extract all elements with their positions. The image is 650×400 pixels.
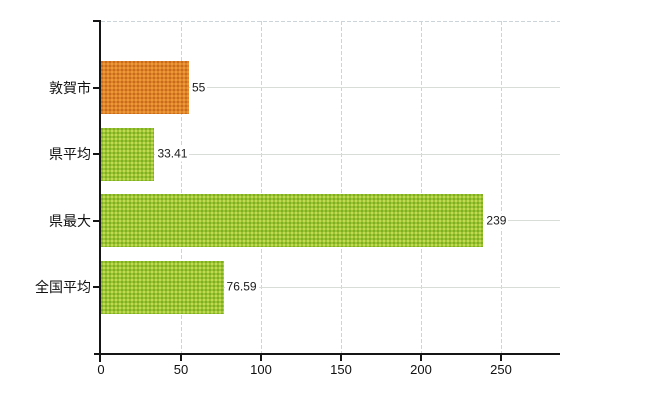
x-tick-label: 200 (410, 362, 432, 377)
x-axis-tick (340, 355, 342, 361)
x-tick-label: 50 (173, 362, 189, 377)
y-axis-tick (93, 219, 100, 222)
y-axis-top-tick (93, 20, 100, 22)
category-label: 県平均 (49, 146, 91, 163)
horizontal-gridline (101, 153, 560, 155)
x-tick-label: 0 (97, 362, 105, 377)
y-axis-tick (93, 86, 100, 89)
category-label: 全国平均 (35, 279, 91, 296)
plot-top-border (101, 21, 560, 22)
x-tick-label: 100 (250, 362, 272, 377)
vertical-gridline (421, 21, 422, 353)
bar-value-label: 239 (484, 213, 509, 229)
bar-green (101, 194, 484, 248)
bar-orange (101, 61, 189, 115)
bar-green (101, 260, 224, 314)
y-axis-tick (93, 153, 100, 156)
vertical-gridline (261, 21, 262, 353)
x-axis-tick (500, 355, 502, 361)
x-tick-label: 250 (490, 362, 512, 377)
category-label: 県最大 (49, 212, 91, 229)
vertical-gridline (501, 21, 502, 353)
bar-green (101, 127, 155, 181)
x-axis-tick (420, 355, 422, 361)
y-axis-line (99, 20, 101, 362)
bar-value-label: 33.41 (155, 146, 190, 162)
x-axis-tick (180, 355, 182, 361)
vertical-gridline (341, 21, 342, 353)
bar-value-label: 55 (190, 80, 208, 96)
x-tick-label: 150 (330, 362, 352, 377)
x-axis-line (94, 353, 560, 355)
x-axis-tick (260, 355, 262, 361)
bar-value-label: 76.59 (224, 279, 259, 295)
horizontal-gridline (101, 87, 560, 89)
y-axis-tick (93, 286, 100, 289)
category-label: 敦賀市 (49, 79, 91, 96)
vertical-gridline (181, 21, 182, 353)
horizontal-gridline (101, 286, 560, 288)
